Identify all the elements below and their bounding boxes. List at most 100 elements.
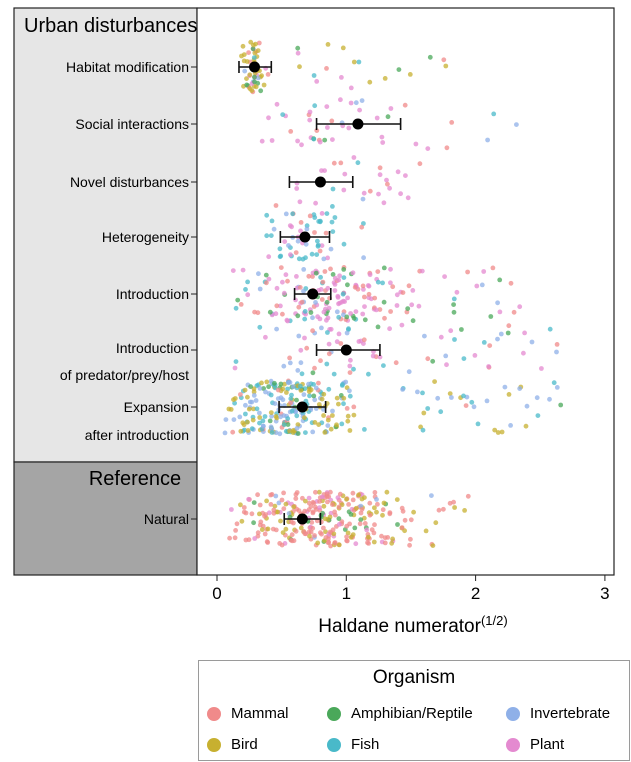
data-point (243, 510, 249, 516)
data-point (294, 413, 300, 419)
data-point (323, 535, 329, 540)
data-point (266, 384, 271, 390)
data-point (238, 428, 244, 434)
data-point (252, 536, 258, 541)
data-point (499, 429, 505, 435)
data-point (423, 528, 429, 534)
data-point (336, 277, 342, 283)
data-point (311, 136, 317, 142)
data-point (301, 529, 307, 534)
data-point (465, 269, 470, 275)
data-point (288, 129, 294, 134)
data-point (277, 246, 283, 252)
data-point (521, 350, 526, 356)
data-point (330, 502, 335, 507)
data-point (275, 396, 281, 401)
data-point (452, 505, 457, 510)
legend-label: Fish (351, 736, 380, 753)
data-point (385, 181, 390, 187)
data-point (238, 392, 243, 397)
data-point (375, 279, 381, 285)
data-point (320, 510, 325, 516)
data-point (257, 386, 263, 391)
data-point (324, 299, 330, 305)
mean-point (352, 118, 364, 130)
data-point (324, 211, 330, 217)
data-point (298, 388, 304, 393)
data-point (367, 512, 373, 518)
x-tick-label: 2 (471, 584, 480, 603)
data-point (425, 356, 431, 362)
data-point (246, 496, 252, 502)
data-point (314, 252, 320, 257)
data-point (410, 318, 416, 324)
data-point (362, 294, 367, 300)
data-point (451, 302, 456, 307)
data-point (243, 287, 248, 292)
data-point (406, 283, 412, 289)
data-point (321, 525, 326, 531)
data-point (265, 72, 271, 77)
data-point (365, 283, 371, 288)
data-point (427, 54, 433, 60)
data-point (248, 384, 254, 389)
data-point (420, 427, 426, 433)
data-point (380, 140, 386, 145)
category-label: after introduction (85, 427, 189, 443)
mean-point (296, 401, 308, 413)
data-point (497, 309, 503, 315)
data-point (373, 307, 379, 313)
data-point (300, 256, 306, 262)
data-point (231, 417, 237, 422)
data-point (408, 536, 413, 542)
data-point (331, 371, 337, 377)
data-point (283, 501, 289, 507)
data-point (502, 384, 508, 390)
legend-item: Amphibian/Reptile (327, 705, 473, 722)
data-point (244, 76, 249, 81)
data-point (490, 265, 496, 271)
data-point (365, 540, 370, 546)
data-point (264, 539, 270, 545)
data-point (306, 273, 312, 279)
data-point (436, 507, 442, 513)
data-point (311, 73, 317, 78)
data-point (451, 309, 457, 315)
data-point (239, 518, 245, 524)
data-point (255, 75, 261, 81)
mean-point (340, 344, 352, 356)
data-point (340, 45, 346, 51)
legend-item: Mammal (207, 705, 289, 722)
data-point (345, 282, 350, 288)
data-point (288, 396, 294, 402)
data-point (280, 112, 286, 117)
data-point (316, 489, 322, 495)
data-point (263, 334, 268, 340)
data-point (295, 138, 300, 144)
data-point (267, 309, 273, 315)
data-point (367, 79, 373, 85)
data-point (241, 58, 247, 64)
data-point (294, 186, 300, 191)
data-point (325, 540, 331, 546)
legend-label: Amphibian/Reptile (351, 705, 473, 722)
data-point (341, 241, 347, 247)
data-point (272, 401, 278, 406)
data-point (269, 413, 274, 419)
data-point (302, 508, 308, 514)
data-point (277, 254, 283, 260)
data-point (352, 525, 358, 531)
data-point (244, 82, 250, 88)
data-point (312, 365, 317, 371)
data-point (294, 490, 300, 495)
x-axis: 0 1 2 3 (212, 575, 610, 603)
data-point (465, 493, 471, 499)
data-point (251, 406, 256, 412)
data-point (328, 426, 334, 432)
data-point (348, 357, 353, 363)
data-point (449, 120, 455, 125)
data-point (331, 531, 337, 537)
data-point (252, 74, 257, 80)
data-point (402, 102, 408, 108)
data-point (347, 428, 353, 433)
